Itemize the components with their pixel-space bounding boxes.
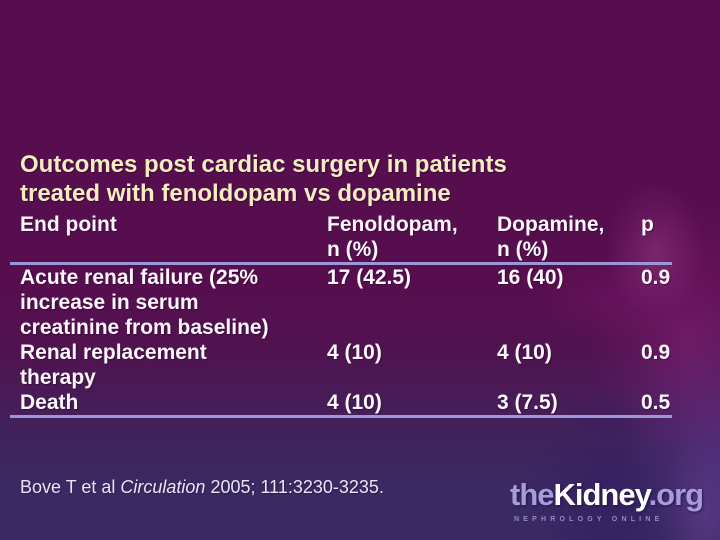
outcomes-table: End point Fenoldopam, n (%) Dopamine, n … [10,212,672,418]
thekidney-org-logo: theKidney.org NEPHROLOGY ONLINE [510,479,715,524]
citation-reference: 2005; 111:3230-3235. [205,477,384,497]
table-row-renal-replacement: Renal replacement therapy 4 (10) 4 (10) … [10,340,672,390]
citation-authors: Bove T et al [20,477,121,497]
table-row-death: Death 4 (10) 3 (7.5) 0.5 [10,390,672,417]
logo-tagline: NEPHROLOGY ONLINE [514,516,664,523]
cell-p-value: 0.9 [641,266,671,289]
cell-end-point: Death [20,391,79,414]
citation-journal-name: Circulation [120,477,206,497]
cell-p-value: 0.9 [641,341,671,364]
cell-fenoldopam-value: 4 (10) [327,341,382,364]
cell-end-point: Acute renal failure (25% increase in ser… [20,266,269,339]
header-dopamine: Dopamine, n (%) [497,213,605,261]
cell-dopamine-value: 3 (7.5) [497,391,558,414]
cell-dopamine-value: 16 (40) [497,266,564,289]
cell-end-point: Renal replacement therapy [20,341,207,389]
slide-title: Outcomes post cardiac surgery in patient… [20,151,507,207]
cell-fenoldopam-value: 17 (42.5) [327,266,412,289]
logo-the: the [510,477,554,512]
header-end-point: End point [20,213,117,236]
header-p-value: p [641,213,654,236]
logo-wordmark: theKidney.org [510,477,705,512]
header-fenoldopam: Fenoldopam, n (%) [327,213,458,261]
logo-kidney: Kidney [553,477,650,512]
table-row-acute-renal-failure: Acute renal failure (25% increase in ser… [10,264,672,341]
cell-p-value: 0.5 [641,391,671,414]
logo-org: .org [648,477,705,512]
cell-dopamine-value: 4 (10) [497,341,552,364]
table-header-row: End point Fenoldopam, n (%) Dopamine, n … [10,212,672,264]
citation: Bove T et al Circulation 2005; 111:3230-… [20,477,384,498]
cell-fenoldopam-value: 4 (10) [327,391,382,414]
